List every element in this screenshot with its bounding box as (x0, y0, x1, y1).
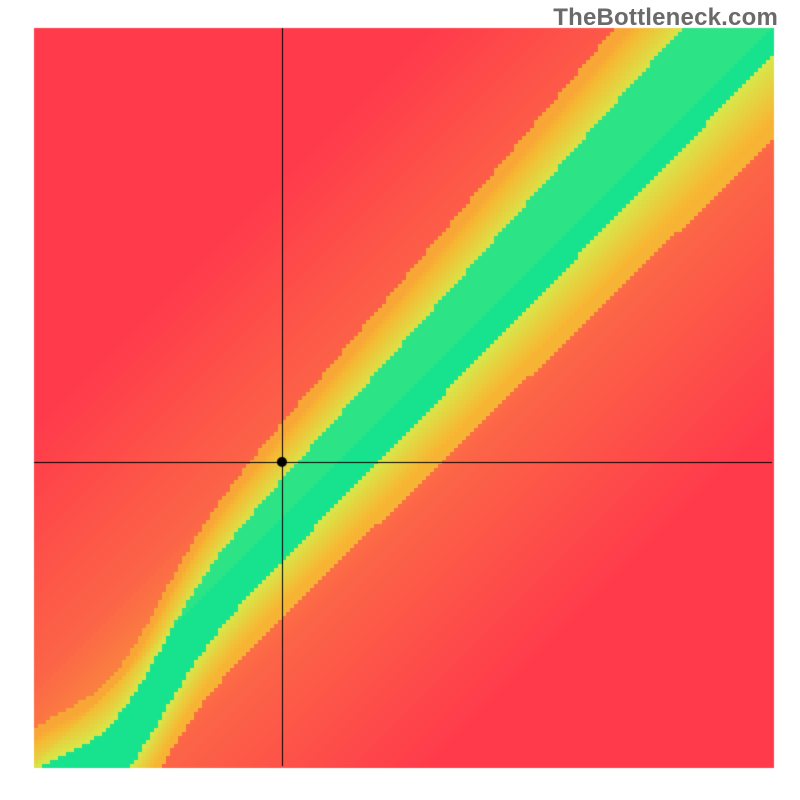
watermark-text: TheBottleneck.com (553, 4, 778, 32)
heatmap-canvas (0, 0, 800, 800)
bottleneck-chart: TheBottleneck.com (0, 0, 800, 800)
